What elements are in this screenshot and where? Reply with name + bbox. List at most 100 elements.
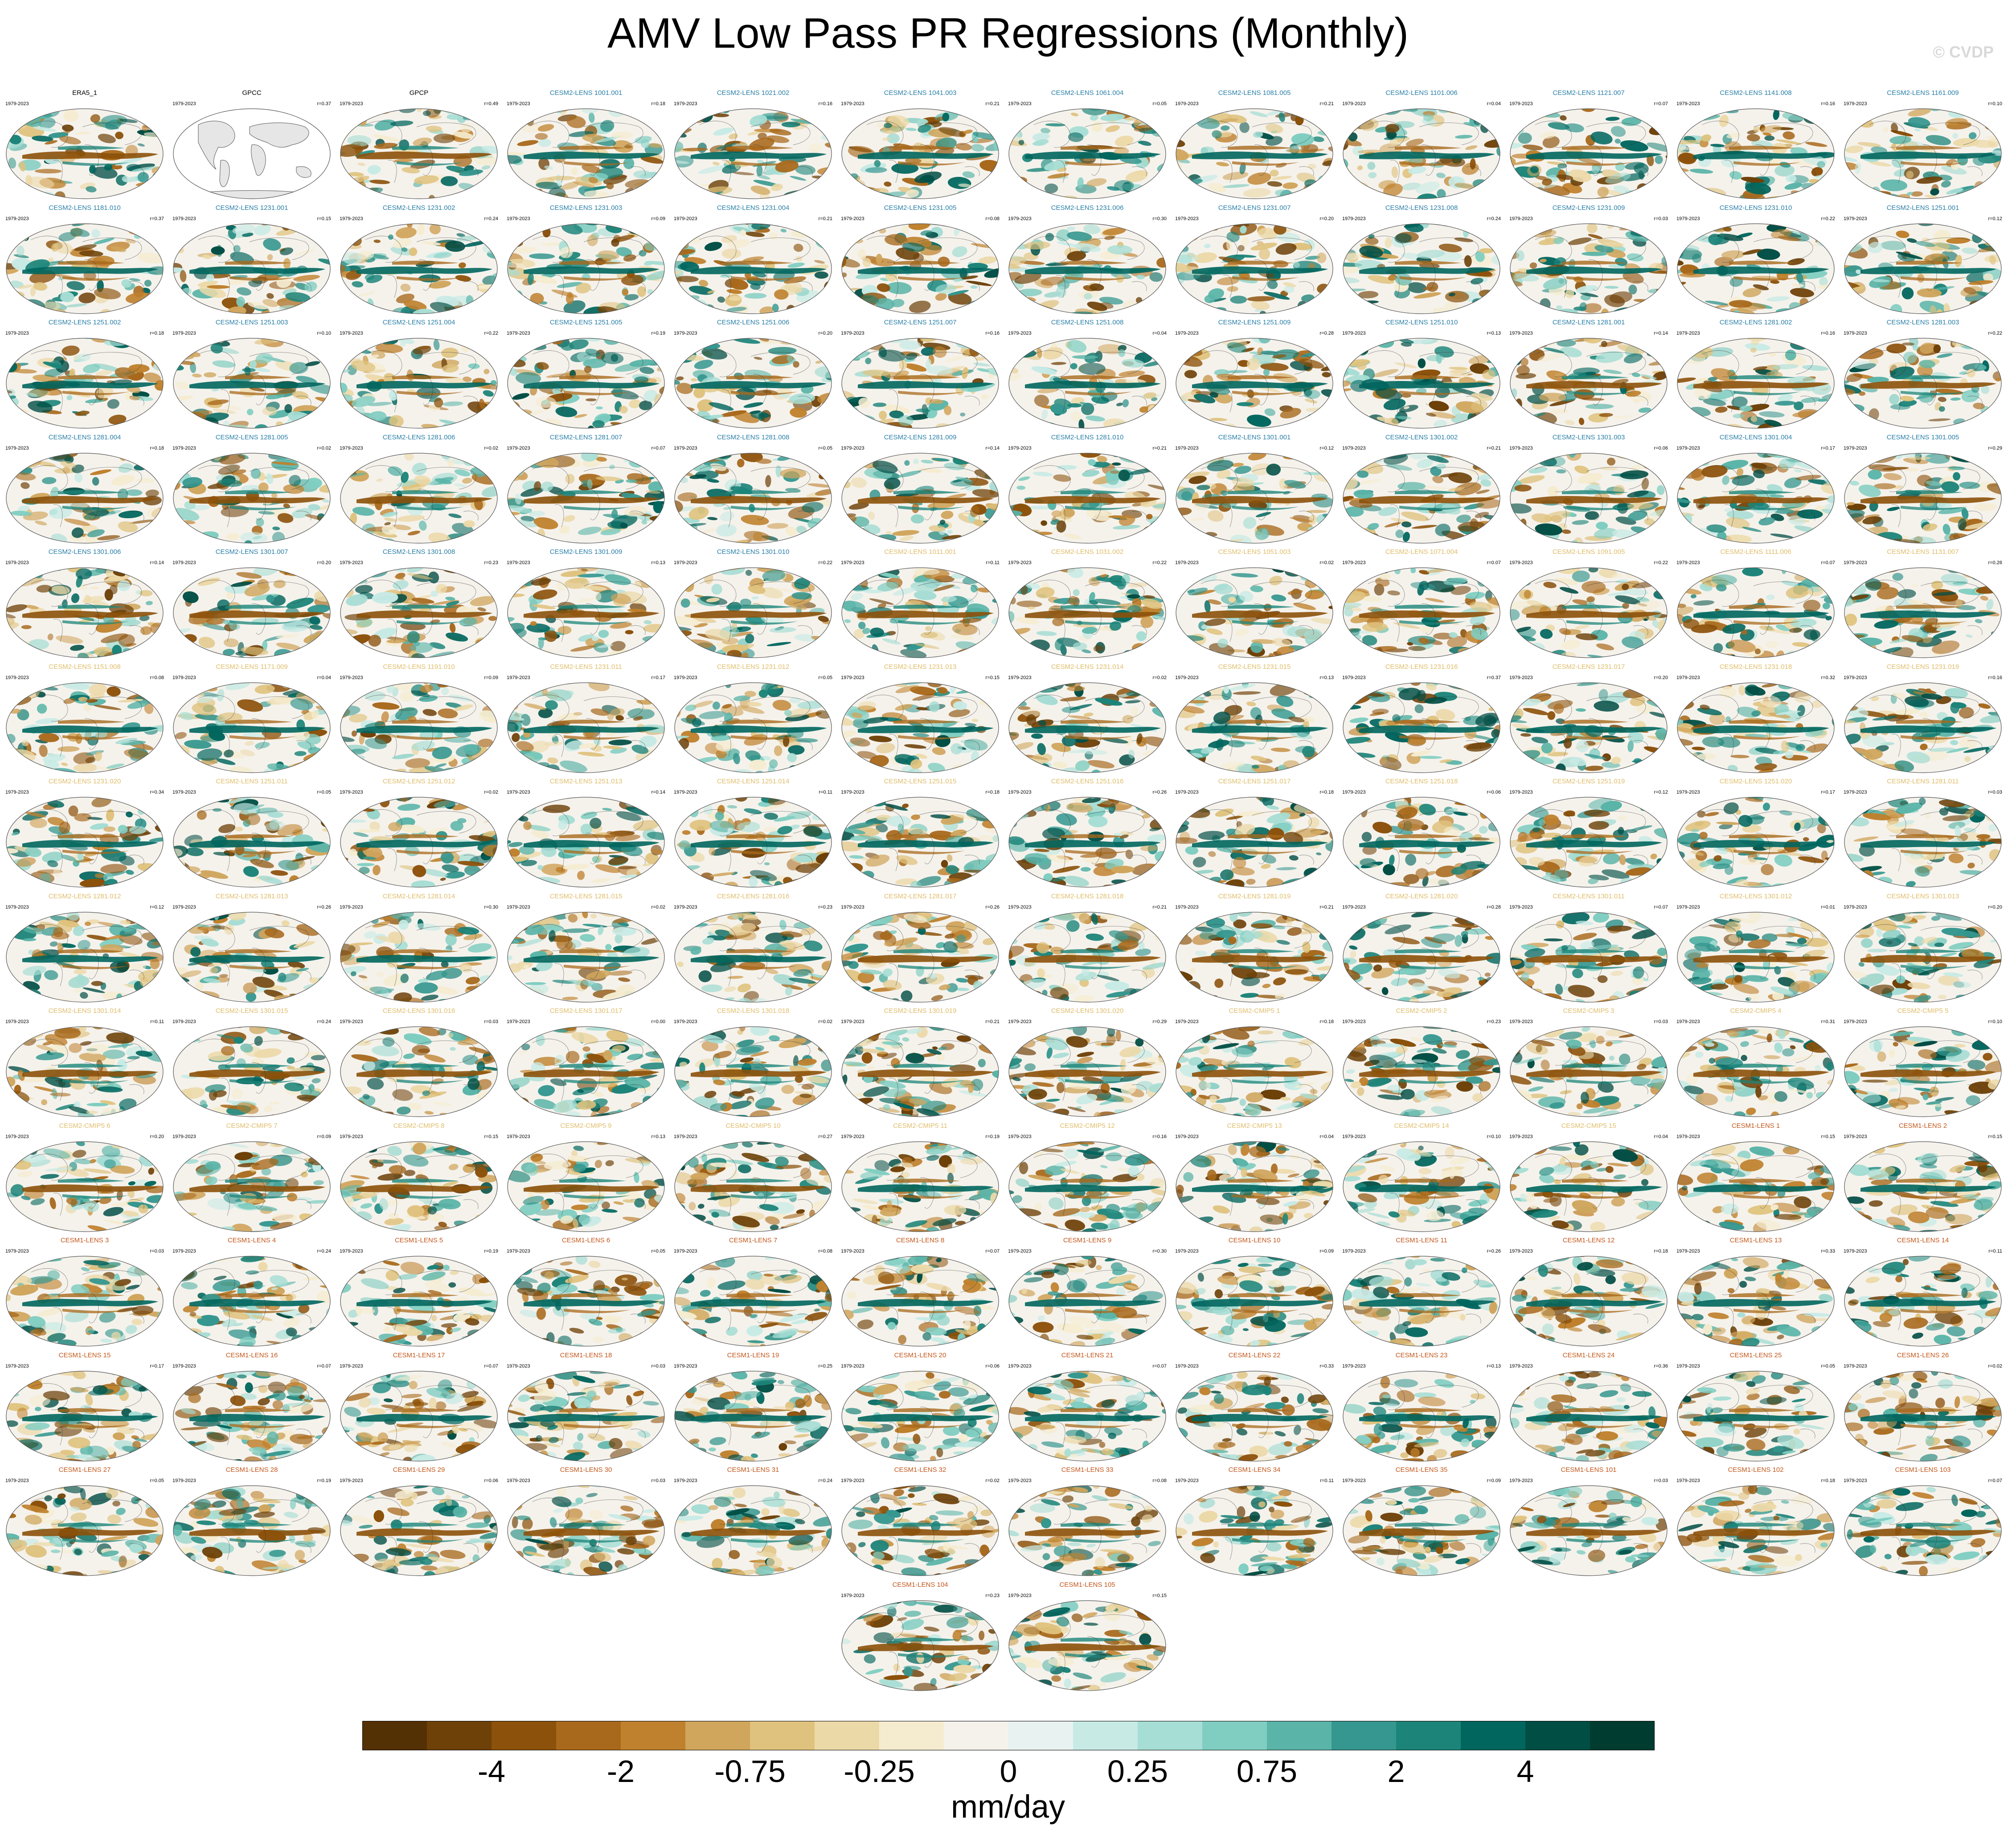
regression-map — [1008, 1026, 1166, 1117]
panel-years: 1979-2023 — [5, 904, 29, 910]
map-panel: CESM1-LENS 27 1979-2023 r=0.05 — [1, 1466, 168, 1580]
panel-correlation: r=0.21 — [985, 1019, 1000, 1024]
panel-title: CESM2-LENS 1251.013 — [549, 778, 623, 785]
map-panel: CESM1-LENS 104 1979-2023 r=0.23 — [836, 1581, 1004, 1695]
regression-map — [1844, 911, 2002, 1003]
map-panel: CESM2-LENS 1281.016 1979-2023 r=0.23 — [669, 893, 837, 1007]
panel-correlation: r=0.06 — [1487, 790, 1501, 795]
panel-years: 1979-2023 — [1676, 101, 1700, 106]
panel-correlation: r=0.20 — [150, 1134, 164, 1139]
panel-years: 1979-2023 — [5, 1249, 29, 1254]
panel-correlation: r=0.16 — [1152, 1134, 1167, 1139]
map-panel: CESM2-LENS 1231.009 1979-2023 r=0.03 — [1505, 204, 1672, 318]
regression-map — [1844, 682, 2002, 773]
panel-title: CESM2-CMIP5 8 — [393, 1122, 445, 1130]
regression-map — [340, 1485, 498, 1576]
regression-map — [1176, 1370, 1333, 1462]
regression-map — [1343, 1370, 1500, 1462]
regression-map — [674, 1370, 832, 1462]
map-panel: CESM1-LENS 21 1979-2023 r=0.07 — [1004, 1352, 1171, 1466]
panel-years: 1979-2023 — [507, 216, 530, 221]
map-panel: GPCP 1979-2023 r=0.49 — [335, 89, 503, 203]
map-panel: CESM2-LENS 1011.001 1979-2023 r=0.11 — [836, 548, 1004, 662]
regression-map — [1343, 911, 1500, 1003]
panel-correlation: r=0.02 — [1319, 560, 1334, 565]
regression-map — [674, 1141, 832, 1232]
map-panel: CESM2-CMIP5 2 1979-2023 r=0.23 — [1338, 1007, 1505, 1121]
map-panel: CESM2-LENS 1251.005 1979-2023 r=0.19 — [502, 319, 670, 433]
panel-correlation: r=0.15 — [484, 1134, 499, 1139]
panel-correlation: r=0.06 — [484, 1478, 499, 1483]
panel-title: CESM1-LENS 11 — [1396, 1237, 1447, 1244]
map-panel: CESM2-LENS 1161.009 1979-2023 r=0.10 — [1839, 89, 2007, 203]
map-panel: CESM1-LENS 4 1979-2023 r=0.24 — [168, 1237, 336, 1351]
regression-map — [1008, 567, 1166, 658]
map-panel: CESM2-LENS 1251.002 1979-2023 r=0.18 — [1, 319, 168, 433]
panel-years: 1979-2023 — [1509, 1134, 1533, 1139]
regression-map — [1008, 911, 1166, 1003]
panel-years: 1979-2023 — [340, 904, 363, 910]
panel-years: 1979-2023 — [674, 904, 697, 910]
panel-title: CESM1-LENS 31 — [727, 1466, 779, 1474]
panel-correlation: r=0.28 — [1487, 904, 1501, 910]
panel-correlation: r=0.20 — [1988, 904, 2003, 910]
map-panel: CESM2-LENS 1251.020 1979-2023 r=0.17 — [1672, 778, 1840, 892]
regression-map — [1008, 1600, 1166, 1691]
regression-map — [173, 1370, 331, 1462]
panel-years: 1979-2023 — [674, 1134, 697, 1139]
panel-title: CESM2-LENS 1111.006 — [1720, 548, 1791, 556]
map-panel: CESM2-LENS 1251.009 1979-2023 r=0.28 — [1171, 319, 1338, 433]
panel-years: 1979-2023 — [172, 331, 196, 336]
panel-years: 1979-2023 — [841, 331, 865, 336]
panel-years: 1979-2023 — [1509, 1019, 1533, 1024]
panel-title: CESM2-LENS 1301.015 — [215, 1007, 288, 1015]
panel-title: CESM2-LENS 1251.005 — [549, 319, 623, 326]
regression-map — [1343, 682, 1500, 773]
regression-map — [841, 1485, 999, 1576]
regression-map — [841, 567, 999, 658]
panel-title: CESM2-LENS 1301.010 — [717, 548, 790, 556]
panel-correlation: r=0.16 — [818, 101, 833, 106]
panel-title: CESM2-LENS 1301.019 — [884, 1007, 957, 1015]
regression-map — [841, 1256, 999, 1347]
panel-correlation: r=0.05 — [818, 675, 833, 680]
panel-title: CESM2-CMIP5 15 — [1561, 1122, 1616, 1130]
map-panel: CESM1-LENS 19 1979-2023 r=0.25 — [669, 1352, 837, 1466]
panel-correlation: r=0.21 — [1487, 445, 1501, 451]
panel-title: CESM1-LENS 14 — [1897, 1237, 1949, 1244]
regression-map — [1677, 797, 1835, 888]
regression-map — [1343, 567, 1500, 658]
panel-correlation: r=0.22 — [1654, 560, 1668, 565]
panel-years: 1979-2023 — [841, 675, 865, 680]
regression-map — [1008, 338, 1166, 429]
panel-title: CESM2-LENS 1231.003 — [549, 204, 623, 212]
map-panel: CESM2-LENS 1121.007 1979-2023 r=0.07 — [1505, 89, 1672, 203]
panel-years: 1979-2023 — [841, 560, 865, 565]
map-panel: CESM2-LENS 1301.001 1979-2023 r=0.12 — [1171, 434, 1338, 548]
panel-title: CESM1-LENS 21 — [1061, 1351, 1114, 1359]
panel-years: 1979-2023 — [1844, 675, 1867, 680]
panel-years: 1979-2023 — [507, 675, 530, 680]
map-panel: CESM2-LENS 1251.006 1979-2023 r=0.20 — [669, 319, 837, 433]
panel-years: 1979-2023 — [1175, 560, 1199, 565]
colorbar-swatch — [879, 1721, 944, 1750]
panel-title: CESM2-LENS 1231.017 — [1552, 663, 1625, 671]
map-panel: CESM2-CMIP5 7 1979-2023 r=0.09 — [168, 1122, 336, 1236]
panel-years: 1979-2023 — [1509, 331, 1533, 336]
panel-years: 1979-2023 — [841, 1134, 865, 1139]
regression-map — [1176, 1026, 1333, 1117]
panel-title: CESM1-LENS 102 — [1728, 1466, 1784, 1474]
panel-correlation: r=0.10 — [1988, 1019, 2003, 1024]
regression-map — [674, 338, 832, 429]
regression-map — [6, 911, 164, 1003]
panel-correlation: r=0.04 — [317, 675, 332, 680]
panel-years: 1979-2023 — [1844, 1478, 1867, 1483]
map-panel: CESM2-CMIP5 12 1979-2023 r=0.16 — [1004, 1122, 1171, 1236]
map-panel: CESM2-LENS 1151.008 1979-2023 r=0.08 — [1, 663, 168, 777]
panel-correlation: r=0.02 — [484, 445, 499, 451]
panel-correlation: r=0.49 — [484, 101, 499, 106]
panel-title: CESM2-CMIP5 2 — [1396, 1007, 1447, 1015]
colorbar-swatch — [427, 1721, 492, 1750]
panel-title: CESM1-LENS 22 — [1228, 1351, 1281, 1359]
panel-title: CESM2-LENS 1071.004 — [1385, 548, 1458, 556]
